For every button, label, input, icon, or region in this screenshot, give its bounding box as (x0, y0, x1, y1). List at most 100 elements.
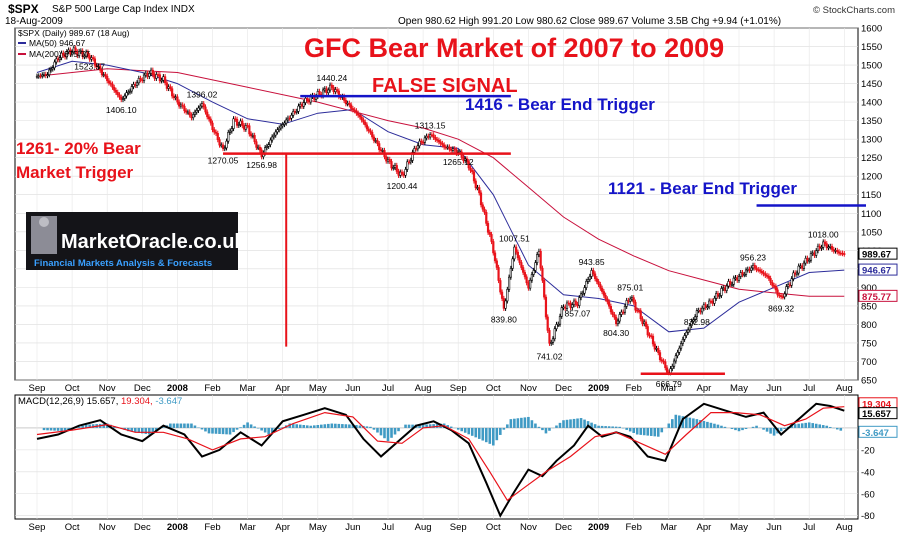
macd-hist-bar (488, 427, 492, 444)
price-x-tick: Aug (836, 383, 853, 394)
price-bar-body (365, 124, 369, 130)
macd-hist-bar (186, 423, 190, 428)
macd-hist-bar (312, 425, 316, 428)
price-bar-body (436, 139, 439, 141)
price-bar-body (186, 111, 190, 114)
price-label: 1007.51 (499, 234, 530, 244)
price-bar-body (397, 171, 400, 176)
price-bar-body (188, 111, 191, 116)
price-bar-body (58, 57, 61, 61)
price-bar-body (579, 293, 583, 298)
price-label: 875.01 (617, 283, 643, 293)
price-bar-body (358, 114, 362, 118)
price-bar-body (434, 137, 437, 140)
macd-x-tick: Apr (697, 522, 712, 533)
price-bar-body (694, 316, 697, 321)
price-bar-body (118, 94, 121, 98)
price-bar-body (386, 159, 390, 162)
price-bar-body (660, 359, 663, 362)
price-label: 1256.98 (246, 160, 277, 170)
price-bar-body (399, 171, 402, 176)
macd-hist-bar (298, 424, 302, 428)
price-bar-body (834, 250, 837, 252)
macd-hist-bar (130, 427, 134, 432)
price-bar-body (723, 287, 727, 291)
macd-hist-bar (386, 427, 390, 442)
ma200-value-label: 875.77 (862, 292, 891, 303)
macd-hist-bar (263, 427, 267, 433)
macd-hist-bar (190, 423, 193, 428)
price-bar-body (730, 284, 734, 286)
price-bar-body (353, 109, 356, 112)
price-bar-body (272, 134, 276, 138)
price-y-tick: 1550 (861, 42, 882, 53)
price-bar-body (65, 51, 68, 58)
price-bar-body (355, 110, 358, 114)
price-bar-body (601, 287, 604, 292)
macd-hist-bar (513, 418, 516, 428)
price-bar-body (729, 281, 732, 285)
price-bar-body (630, 297, 634, 300)
price-bar-body (407, 161, 411, 164)
macd-y-tick: -80 (861, 511, 875, 522)
price-bar-body (711, 300, 714, 304)
price-bar-body (787, 284, 790, 287)
macd-hist-bar (730, 427, 734, 430)
price-bar-body (500, 291, 504, 299)
header-date: 18-Aug-2009 (5, 16, 63, 27)
price-bar-body (307, 100, 311, 103)
price-bar-body (49, 68, 53, 71)
price-bar-body (569, 302, 572, 308)
price-bar-body (781, 296, 784, 298)
price-bar-body (769, 278, 772, 283)
hist-value-label-box (858, 425, 898, 438)
statue-head-icon (39, 217, 49, 227)
price-bar-body (114, 89, 118, 93)
macd-hist-bar (579, 418, 583, 428)
price-bar-body (279, 125, 283, 129)
macd-hist-bar (295, 424, 299, 428)
price-bar-body (613, 314, 616, 318)
price-bar-body (515, 246, 518, 253)
price-bar-body (90, 57, 93, 60)
price-bar-body (223, 147, 226, 150)
price-x-tick: Apr (697, 383, 712, 394)
price-y-tick: 900 (861, 283, 877, 294)
price-bar-body (604, 294, 607, 300)
price-bar-body (450, 148, 453, 151)
macd-hist-bar (291, 423, 295, 428)
price-bar-body (362, 119, 365, 123)
price-bar-body (185, 110, 188, 113)
macd-grid (15, 395, 858, 519)
price-bar-body (653, 343, 656, 350)
price-x-tick: May (309, 383, 327, 394)
price-bar-body (181, 104, 184, 107)
price-bar-body (427, 135, 430, 138)
price-bar-body (192, 114, 195, 119)
price-label: 832.98 (684, 317, 710, 327)
macd-hist-bar (81, 425, 84, 428)
macd-hist-bar (484, 427, 488, 443)
price-bar-body (797, 265, 800, 274)
price-bar-body (688, 325, 691, 331)
price-bar-body (651, 335, 655, 345)
macd-hist-bar (681, 416, 685, 428)
macd-x-tick: Aug (836, 522, 853, 533)
price-bar-body (278, 127, 281, 131)
price-bar-body (609, 305, 612, 313)
price-y-tick: 1150 (861, 190, 881, 201)
price-bar-body (443, 144, 446, 148)
price-bar-body (755, 267, 758, 270)
macd-x-tick: Aug (415, 522, 432, 533)
macd-hist-bar (428, 424, 432, 428)
price-bar-body (164, 76, 167, 84)
macd-hist-bar (734, 427, 737, 431)
price-bar-body (708, 300, 711, 308)
price-y-tick: 650 (861, 376, 877, 387)
macd-hist-bar (320, 424, 323, 428)
macd-value-label: 15.657 (862, 409, 891, 420)
price-x-tick: Mar (661, 383, 677, 394)
price-bar-body (650, 335, 653, 338)
macd-hist-bar (327, 423, 330, 428)
price-bar-body (576, 304, 579, 306)
